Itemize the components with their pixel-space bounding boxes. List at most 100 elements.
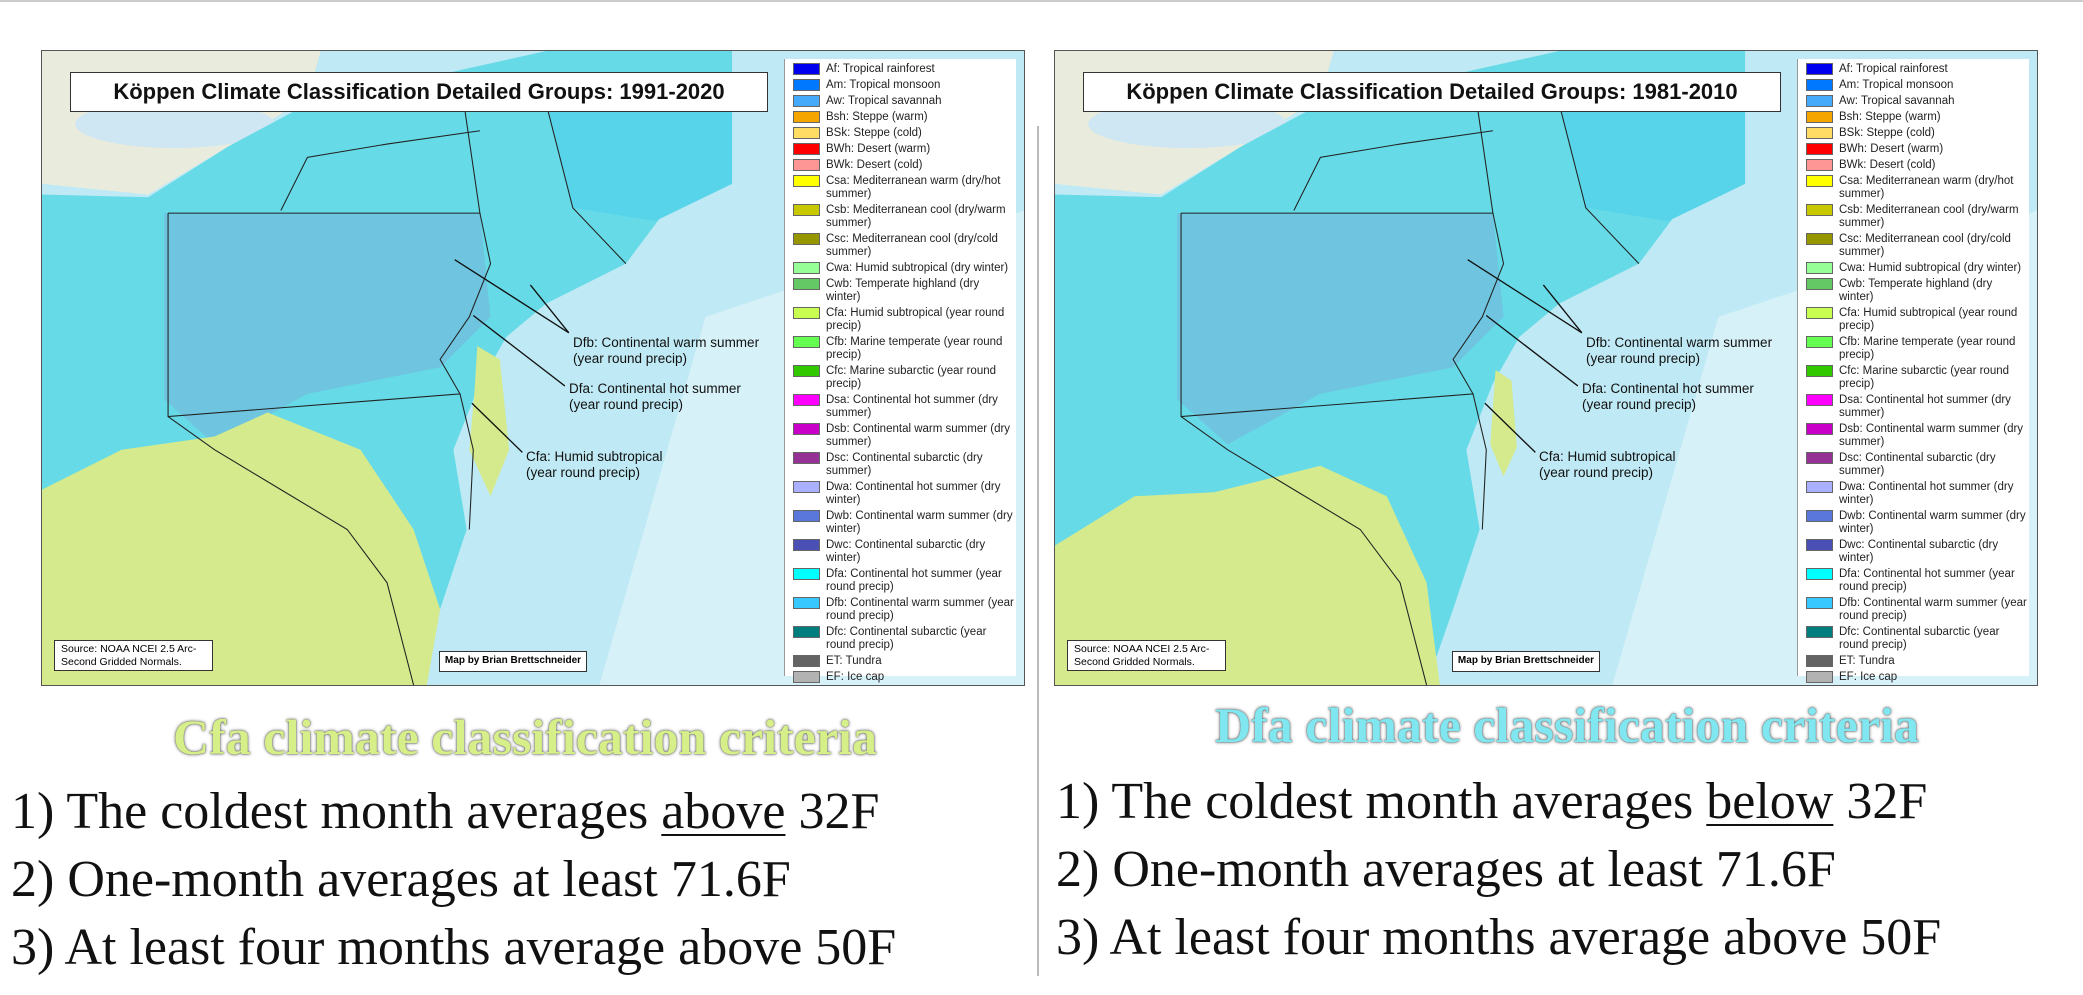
legend-swatch [1806,204,1833,216]
legend-label: Dwa: Continental hot summer (dry winter) [1839,481,2014,506]
annotation-arrow [529,284,570,334]
annotation-arrow [1467,259,1583,334]
legend-swatch [793,95,820,107]
annotation-arrow [1484,402,1536,453]
legend-swatch [793,262,820,274]
legend-swatch [793,159,820,171]
legend-label: Am: Tropical monsoon [1839,79,1954,91]
annotation-line: Dfa: Continental hot summer [569,381,741,396]
legend-swatch [1806,597,1833,609]
source-note: Source: NOAA NCEI 2.5 Arc-Second Gridded… [1067,640,1226,671]
land-cfa-coast [1490,369,1517,477]
annotation-line: Cfa: Humid subtropical [1539,449,1676,464]
legend-label: Dfa: Continental hot summer (year round … [826,568,1002,593]
legend-item: Cwa: Humid subtropical (dry winter) [793,262,1016,275]
legend-item: Dfa: Continental hot summer (year round … [793,568,1016,594]
land-cfa-coast [469,346,510,497]
section-heading: Cfa climate classification criteria [173,709,877,765]
legend-swatch [1806,79,1833,91]
legend-swatch [793,481,820,493]
legend: Af: Tropical rainforest Am: Tropical mons… [1797,59,2029,683]
legend-swatch [793,79,820,91]
legend-label: Csb: Mediterranean cool (dry/warm summer… [826,204,1006,229]
border [1180,416,1428,685]
legend-swatch [793,423,820,435]
legend-swatch [1806,539,1833,551]
annotation: Dfa: Continental hot summer (year round p… [569,381,741,413]
legend-label: Csa: Mediterranean warm (dry/hot summer) [826,175,1001,200]
legend-item: ET: Tundra [1806,655,2029,668]
legend-swatch [793,626,820,638]
land-dfb [1177,213,1504,445]
annotation: Cfa: Humid subtropical (year round precip… [526,449,663,481]
legend-label: Dfc: Continental subarctic (year round p… [1839,626,2000,651]
legend-item: EF: Ice cap [793,671,1016,684]
legend-item: Dsc: Continental subarctic (dry summer) [793,452,1016,478]
lake [75,100,275,149]
criterion: 3) At least four months average above 50… [11,919,897,976]
annotation-line: Dfa: Continental hot summer [1582,381,1754,396]
annotation-line: (year round precip) [526,465,641,480]
legend-item: Cfb: Marine temperate (year round precip… [1806,336,2029,362]
legend-item: Cfc: Marine subarctic (year round precip… [1806,365,2029,391]
legend-item: Dfc: Continental subarctic (year round p… [793,626,1016,652]
legend-label: ET: Tundra [1839,655,1895,667]
annotation-line: (year round precip) [569,397,684,412]
land-cfa [1055,465,1440,685]
legend-swatch [793,394,820,406]
divider [1037,126,1039,976]
section-heading: Dfa climate classification criteria [1215,697,1919,753]
legend-item: Am: Tropical monsoon [793,79,1016,92]
legend-label: Aw: Tropical savannah [826,95,942,107]
legend-swatch [793,233,820,245]
legend-label: BWh: Desert (warm) [1839,143,1944,155]
legend-label: Bsh: Steppe (warm) [826,111,928,123]
legend-swatch [793,365,820,377]
annotation-arrow [1485,314,1579,387]
legend-item: BSk: Steppe (cold) [1806,127,2029,140]
legend-item: Bsh: Steppe (warm) [793,111,1016,124]
legend-label: Dsa: Continental hot summer (dry summer) [1839,394,2011,419]
legend-label: Dsa: Continental hot summer (dry summer) [826,394,998,419]
legend-swatch [793,655,820,667]
legend-item: ET: Tundra [793,655,1016,668]
legend-item: BWk: Desert (cold) [1806,159,2029,172]
land-dfb [164,213,491,445]
legend-label: Cfc: Marine subarctic (year round precip… [1839,365,2010,390]
legend-swatch [793,175,820,187]
legend-swatch [1806,655,1833,667]
legend-label: Dsc: Continental subarctic (dry summer) [826,452,983,477]
map-title: Köppen Climate Classification Detailed G… [1083,72,1781,112]
legend-swatch [1806,159,1833,171]
annotation: Dfb: Continental warm summer (year round … [1586,335,1772,367]
legend-swatch [1806,671,1833,683]
legend-label: Dfb: Continental warm summer (year round… [826,597,1014,622]
criterion-emphasis: above [661,783,786,840]
legend-item: Dsb: Continental warm summer (dry summer… [793,423,1016,449]
legend-label: Cfc: Marine subarctic (year round precip… [826,365,997,390]
legend-item: Dwb: Continental warm summer (dry winter… [793,510,1016,536]
legend-swatch [1806,111,1833,123]
legend-item: Dsa: Continental hot summer (dry summer) [793,394,1016,420]
annotation: Dfb: Continental warm summer (year round … [573,335,759,367]
legend-item: BSk: Steppe (cold) [793,127,1016,140]
legend-label: BWh: Desert (warm) [826,143,931,155]
annotation-line: (year round precip) [573,351,688,366]
legend-label: EF: Ice cap [826,671,885,683]
annotation-line: (year round precip) [1582,397,1697,412]
legend-swatch [1806,568,1833,580]
legend-swatch [1806,143,1833,155]
legend-label: Dfa: Continental hot summer (year round … [1839,568,2015,593]
legend-label: Dwc: Continental subarctic (dry winter) [1839,539,1999,564]
legend: Af: Tropical rainforest Am: Tropical mons… [784,59,1016,683]
map-frame: Köppen Climate Classification Detailed G… [1054,50,2038,686]
legend-label: Csb: Mediterranean cool (dry/warm summer… [1839,204,2019,229]
legend-label: Dfb: Continental warm summer (year round… [1839,597,2027,622]
legend-label: Cfa: Humid subtropical (year round preci… [1839,307,2018,332]
legend-item: Csb: Mediterranean cool (dry/warm summer… [1806,204,2029,230]
legend-item: Dfa: Continental hot summer (year round … [1806,568,2029,594]
criterion-text: 1) The coldest month averages [1056,773,1707,830]
annotation-arrow [454,259,570,334]
criterion-text: 32F [1833,773,1928,830]
